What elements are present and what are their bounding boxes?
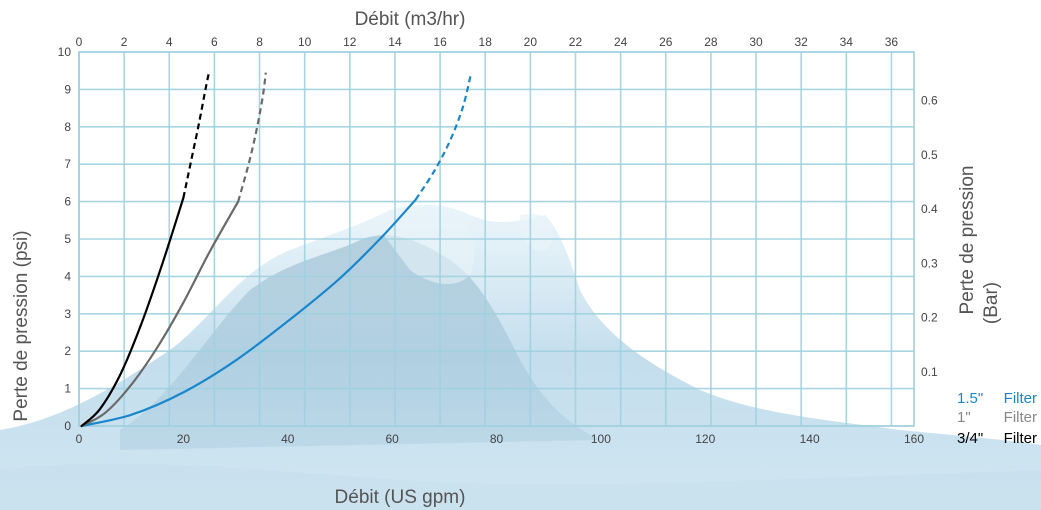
series-3-4in-filter-solid-line (80, 196, 185, 428)
y-left-tick-label: 5 (64, 232, 71, 246)
x-bottom-tick-label: 60 (385, 432, 399, 446)
x-top-tick-label: 28 (704, 35, 718, 49)
y-right-tick-label: 0.5 (921, 148, 938, 162)
legend-filter-label: Filter (1004, 409, 1037, 426)
series-1in-filter-solid-line (80, 200, 240, 428)
x-bottom-tick-label: 140 (800, 432, 820, 446)
legend-item: 3/4" Filter (957, 430, 1037, 447)
y-left-tick-label: 3 (64, 307, 71, 321)
y-axis-left-label: Perte de pression (psi) (11, 230, 32, 421)
y-right-tick-label: 0.6 (921, 94, 938, 108)
y-left-tick-label: 1 (64, 382, 71, 396)
series-3-4in-filter-dashed-line (182, 72, 211, 199)
x-top-tick-label: 32 (794, 35, 808, 49)
y-left-tick-label: 0 (64, 419, 71, 433)
y-left-tick-label: 7 (64, 157, 71, 171)
x-bottom-tick-label: 20 (177, 432, 191, 446)
y-right-tick-label: 0.1 (921, 365, 938, 379)
x-top-tick-label: 10 (298, 35, 312, 49)
x-top-tick-label: 16 (433, 35, 447, 49)
y-right-tick-label: 0.3 (921, 256, 938, 270)
x-bottom-tick-label: 0 (76, 432, 83, 446)
x-top-tick-label: 6 (211, 35, 218, 49)
y-left-tick-label: 6 (64, 195, 71, 209)
x-bottom-tick-label: 100 (591, 432, 611, 446)
x-top-tick-label: 2 (121, 35, 128, 49)
x-top-tick-label: 34 (840, 35, 854, 49)
y-right-tick-label: 0.4 (921, 202, 938, 216)
x-top-tick-label: 24 (614, 35, 628, 49)
x-bottom-tick-label: 160 (904, 432, 924, 446)
x-top-tick-label: 26 (659, 35, 673, 49)
legend-item: 1" Filter (957, 409, 1037, 426)
x-top-tick-label: 30 (749, 35, 763, 49)
x-top-tick-label: 12 (343, 35, 357, 49)
water-splash-background (0, 205, 1041, 510)
y-axis-right-label-line1: Perte de pression (957, 166, 978, 315)
plot-border (78, 51, 915, 427)
x-axis-top-label: Débit (m3/hr) (355, 9, 466, 30)
x-top-tick-label: 0 (76, 35, 83, 49)
y-right-tick-label: 0.2 (921, 311, 938, 325)
x-bottom-tick-label: 120 (695, 432, 715, 446)
y-left-tick-label: 9 (64, 82, 71, 96)
legend-size-label: 1.5" (957, 390, 983, 407)
legend-size-label: 1" (957, 409, 971, 426)
legend-item: 1.5" Filter (957, 390, 1037, 407)
y-left-tick-label: 8 (64, 120, 71, 134)
x-bottom-tick-label: 40 (281, 432, 295, 446)
x-axis-bottom-label: Débit (US gpm) (335, 487, 466, 508)
x-top-tick-label: 4 (166, 35, 173, 49)
x-top-tick-label: 22 (569, 35, 583, 49)
x-top-tick-label: 36 (885, 35, 899, 49)
series-1-5in-filter-dashed-line (414, 76, 472, 201)
x-bottom-tick-label: 80 (490, 432, 504, 446)
series-1-5in-filter-solid-line (80, 198, 417, 428)
x-top-tick-label: 8 (256, 35, 263, 49)
plot-frame (78, 51, 915, 427)
y-axis-right-label-line2: (Bar) (981, 282, 1002, 324)
y-left-tick-label: 2 (64, 344, 71, 358)
chart-grid (78, 51, 914, 427)
legend-size-label: 3/4" (957, 430, 983, 447)
legend-filter-label: Filter (1004, 430, 1037, 447)
y-left-tick-label: 10 (58, 45, 72, 59)
legend-filter-label: Filter (1004, 390, 1037, 407)
x-top-tick-label: 18 (479, 35, 493, 49)
y-left-tick-label: 4 (64, 269, 71, 283)
series-1in-filter-dashed-line (237, 72, 267, 202)
x-top-tick-label: 14 (388, 35, 402, 49)
legend: 1.5" Filter 1" Filter 3/4" Filter (957, 390, 1037, 447)
series-curves (80, 72, 472, 428)
x-top-tick-label: 20 (524, 35, 538, 49)
